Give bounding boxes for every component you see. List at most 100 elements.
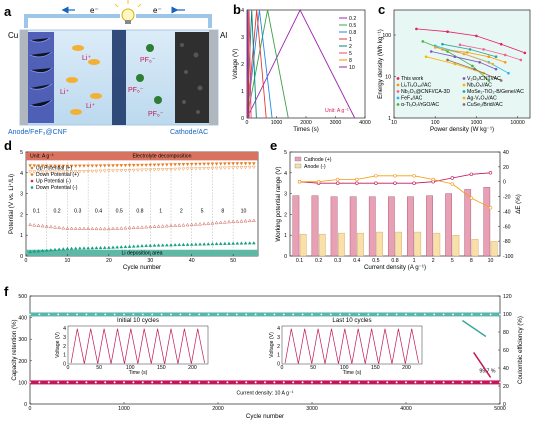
y2-tick-label: 20 bbox=[503, 165, 509, 171]
capacity-point bbox=[197, 381, 201, 384]
y-tick-label: 100 bbox=[18, 380, 27, 386]
x-tick-label: 10000 bbox=[510, 120, 525, 126]
pf6-label-2: PF₆⁻ bbox=[128, 87, 144, 94]
lightbulb-icon bbox=[121, 8, 135, 22]
y-tick-label: 10 bbox=[385, 74, 391, 80]
y-tick-label: 2 bbox=[20, 212, 23, 218]
capacity-point bbox=[179, 381, 182, 384]
potential-point bbox=[231, 166, 235, 170]
capacity-point bbox=[235, 381, 239, 384]
potential-point bbox=[127, 169, 132, 173]
potential-point bbox=[218, 166, 223, 170]
potential-point bbox=[94, 226, 99, 231]
legend-label: Down Potential (-) bbox=[36, 185, 78, 191]
ragone-point bbox=[421, 40, 425, 43]
delta-e-point bbox=[393, 181, 397, 185]
y-tick-label: 3 bbox=[241, 35, 244, 41]
rate-label: 0.2 bbox=[53, 208, 60, 214]
potential-point bbox=[160, 224, 165, 228]
potential-point bbox=[214, 241, 219, 246]
ragone-point bbox=[487, 79, 491, 82]
legend-label: Ag-V₂O₅//AC bbox=[467, 96, 497, 102]
potential-point bbox=[235, 241, 240, 245]
x-tick-label: 4000 bbox=[400, 406, 412, 412]
potential-point bbox=[127, 164, 132, 168]
ce-point bbox=[179, 313, 182, 316]
potential-point bbox=[218, 162, 223, 166]
capacity-point bbox=[282, 381, 286, 384]
potential-point bbox=[185, 242, 190, 246]
legend-label: 0.5 bbox=[349, 23, 356, 29]
potential-point bbox=[210, 162, 215, 166]
x-tick-label: 20 bbox=[106, 258, 112, 264]
potential-point bbox=[73, 164, 78, 168]
y2-axis-label: Coulombic efficiency (%) bbox=[517, 316, 524, 384]
potential-point bbox=[69, 226, 74, 230]
potential-point bbox=[73, 170, 78, 174]
x-tick-label: 0.5 bbox=[372, 258, 379, 264]
potential-point bbox=[40, 164, 45, 168]
circuit-wire-right bbox=[136, 14, 212, 28]
top-band-label: Electrolyte decomposition bbox=[132, 154, 191, 160]
ragone-point bbox=[462, 52, 466, 56]
potential-point bbox=[235, 162, 240, 166]
ce-point bbox=[103, 313, 107, 316]
ragone-point bbox=[475, 34, 478, 38]
potential-point bbox=[98, 226, 103, 231]
inset-initial-xlabel: Time (s) bbox=[129, 370, 148, 376]
x-tick-label: 3000 bbox=[330, 120, 342, 126]
capacity-point bbox=[85, 381, 88, 384]
inset-last-title: Last 10 cycles bbox=[332, 317, 371, 324]
potential-point bbox=[214, 220, 219, 225]
delta-e-point bbox=[393, 174, 397, 178]
potential-point bbox=[239, 219, 244, 223]
y2-tick-label: 0 bbox=[503, 402, 506, 408]
potential-point bbox=[239, 162, 244, 166]
potential-point bbox=[239, 166, 244, 170]
legend-label: α-Ti₃O₇//rGO/AC bbox=[401, 102, 439, 108]
cathode-bar bbox=[292, 195, 300, 257]
potential-point bbox=[194, 242, 198, 246]
ce-point bbox=[75, 313, 79, 316]
inset-initial-y-tick: 1 bbox=[63, 353, 66, 359]
legend-swatch bbox=[30, 186, 34, 189]
x-tick-label: 10 bbox=[391, 120, 397, 126]
anode-bar bbox=[357, 232, 364, 257]
inset-initial-x-tick: 100 bbox=[126, 365, 135, 371]
potential-point bbox=[119, 226, 124, 230]
ragone-point bbox=[519, 58, 523, 62]
cathode-bar bbox=[311, 195, 319, 257]
capacity-point bbox=[395, 381, 398, 384]
x-tick-label: 10 bbox=[65, 258, 71, 264]
legend-swatch bbox=[396, 77, 400, 80]
decomposition-band bbox=[26, 152, 258, 161]
inset-initial-x-tick: 150 bbox=[157, 365, 166, 371]
inset-last-xlabel: Time (s) bbox=[343, 370, 362, 376]
ragone-point bbox=[478, 60, 481, 64]
potential-point bbox=[94, 245, 99, 250]
ragone-point bbox=[503, 53, 507, 57]
ragone-point bbox=[446, 30, 449, 34]
potential-point bbox=[136, 168, 140, 172]
potential-point bbox=[36, 223, 41, 227]
ragone-point bbox=[429, 50, 433, 53]
gcd-line bbox=[246, 9, 289, 119]
potential-point bbox=[86, 226, 90, 230]
delta-e-point bbox=[450, 182, 454, 186]
legend-label: Up Potential (+) bbox=[36, 166, 72, 172]
capacity-point bbox=[498, 381, 502, 384]
potential-point bbox=[144, 225, 148, 229]
gcd-line bbox=[246, 8, 356, 119]
ragone-point bbox=[499, 79, 503, 82]
inset-last-x-tick: 200 bbox=[402, 365, 411, 371]
retention-arrow bbox=[473, 351, 492, 378]
al-current-collector bbox=[209, 30, 218, 125]
potential-point bbox=[36, 249, 41, 253]
potential-point bbox=[202, 162, 206, 166]
potential-point bbox=[40, 170, 45, 174]
collector-cu-label: Cu bbox=[8, 31, 18, 40]
legend-swatch bbox=[396, 96, 400, 100]
plot-frame bbox=[25, 151, 259, 257]
x-tick-label: 0 bbox=[246, 120, 249, 126]
